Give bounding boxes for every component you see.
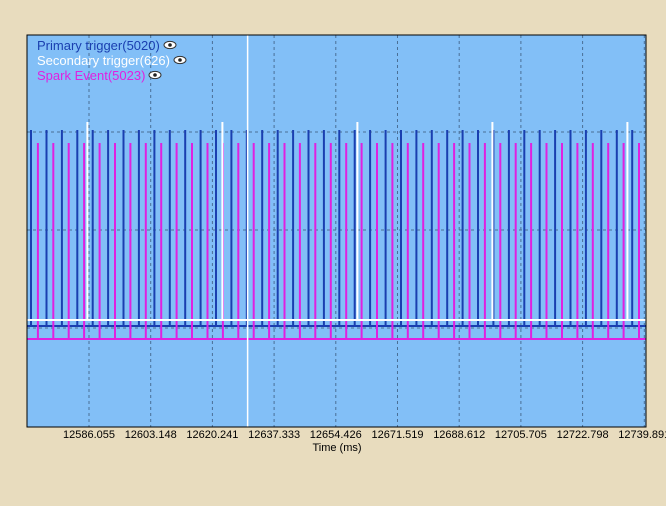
legend-label-primary: Primary trigger(5020) [37, 38, 160, 53]
legend-item-secondary[interactable]: Secondary trigger(626) [37, 53, 187, 68]
x-tick-label: 12739.891 [618, 429, 666, 441]
legend-label-secondary: Secondary trigger(626) [37, 53, 170, 68]
legend-item-spark[interactable]: Spark Event(5023) [37, 68, 187, 83]
legend: Primary trigger(5020) Secondary trigger(… [37, 38, 187, 83]
legend-item-primary[interactable]: Primary trigger(5020) [37, 38, 187, 53]
eye-icon[interactable] [173, 53, 187, 68]
eye-icon[interactable] [148, 68, 162, 83]
x-tick-label: 12705.705 [494, 429, 547, 441]
x-tick-label: 12603.148 [124, 429, 177, 441]
x-tick-label: 12671.519 [371, 429, 424, 441]
x-tick-label: 12620.241 [186, 429, 239, 441]
traces [27, 122, 646, 340]
x-tick-label: 12654.426 [309, 429, 362, 441]
x-tick-label: 12722.798 [556, 429, 609, 441]
trace-spark [27, 143, 646, 340]
plot-frame [26, 34, 647, 428]
legend-label-spark: Spark Event(5023) [37, 68, 146, 83]
trace-secondary [27, 122, 646, 321]
x-tick-label: 12688.612 [433, 429, 486, 441]
plot-background [26, 34, 647, 428]
x-tick-label: 12637.333 [248, 429, 301, 441]
x-tick-label: 12586.055 [63, 429, 115, 441]
x-axis-title: Time (ms) [312, 442, 362, 454]
eye-icon[interactable] [163, 38, 177, 53]
